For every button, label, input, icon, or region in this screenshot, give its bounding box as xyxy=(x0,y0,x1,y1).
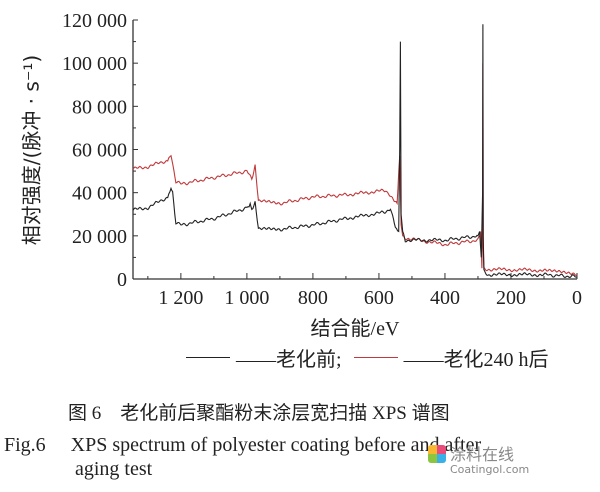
y-tick-label: 20 000 xyxy=(72,226,127,248)
legend-swatch-after xyxy=(353,357,398,358)
legend-label-after: ——老化240 h后 xyxy=(403,349,549,371)
y-tick-label: 60 000 xyxy=(72,140,127,162)
y-tick-label: 120 000 xyxy=(62,10,127,32)
caption-chinese: 图 6 老化前后聚酯粉末涂层宽扫描 XPS 谱图 xyxy=(68,403,450,424)
legend: ——老化前; ——老化240 h后 xyxy=(186,343,549,372)
y-tick-label: 40 000 xyxy=(72,183,127,205)
series-line-before xyxy=(132,24,578,279)
legend-label-before: ——老化前; xyxy=(236,349,342,371)
series-line-after xyxy=(132,63,578,277)
x-tick-label: 400 xyxy=(430,287,460,309)
x-tick-label: 1 200 xyxy=(158,287,203,309)
x-tick-label: 0 xyxy=(572,287,582,309)
x-tick-label: 600 xyxy=(364,287,394,309)
watermark-logo-icon xyxy=(428,445,446,463)
caption-english: Fig.6 XPS spectrum of polyester coating … xyxy=(4,434,482,456)
xps-chart: 0 20 000 40 000 60 000 80 000 100 000 120 000 1… xyxy=(62,10,582,309)
y-tick-label: 80 000 xyxy=(72,96,127,118)
legend-swatch-before xyxy=(186,357,230,358)
y-tick-label: 0 xyxy=(117,269,127,291)
watermark-cn: 涂料在线 xyxy=(450,445,515,464)
x-tick-label: 200 xyxy=(496,287,526,309)
y-tick-label: 100 000 xyxy=(62,53,127,75)
x-tick-label: 800 xyxy=(298,287,328,309)
x-tick-label: 1 000 xyxy=(224,287,269,309)
caption-english-line2: aging test xyxy=(75,458,153,480)
watermark-en: Coatingol.com xyxy=(450,463,530,476)
x-axis-label: 结合能/eV xyxy=(310,318,400,340)
watermark: 涂料在线 Coatingol.com xyxy=(428,441,529,476)
y-axis-label: 相对强度/(脉冲 · s⁻¹) xyxy=(19,54,44,246)
